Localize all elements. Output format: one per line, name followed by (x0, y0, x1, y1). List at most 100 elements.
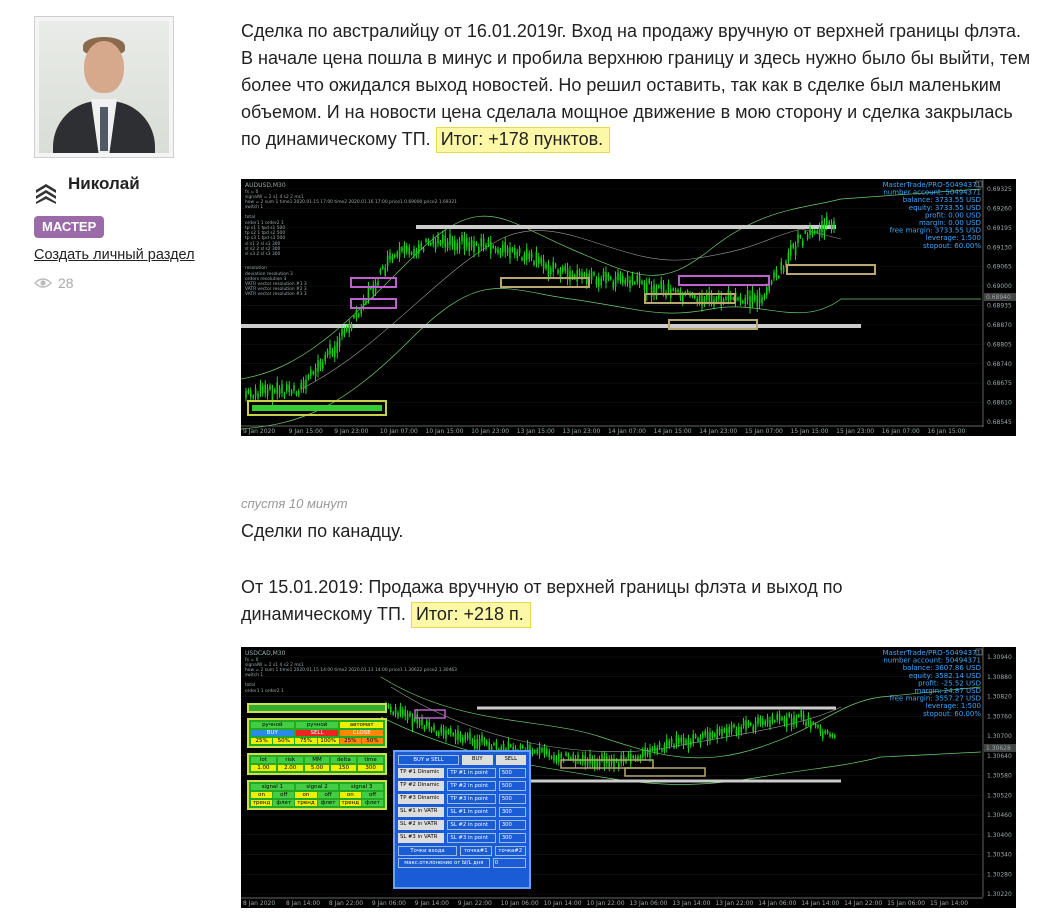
svg-text:switch 1: switch 1 (245, 672, 263, 678)
percent-button-5[interactable]: 25% (339, 738, 361, 744)
price-label: 0.68545 (987, 419, 1012, 426)
price-label: 0.69130 (987, 244, 1012, 251)
tp-sl-mode-button[interactable]: SL #1 in VATR (398, 807, 445, 817)
panel-sell-button[interactable]: SELL (295, 730, 339, 736)
percent-button-4[interactable]: 100% (317, 738, 339, 744)
toggle-button-1[interactable]: on (251, 792, 273, 798)
toggle-button-6[interactable]: off (361, 792, 384, 798)
time-label: 15 Jan 14:00 (930, 900, 968, 907)
trend-button-4[interactable]: флет (317, 800, 339, 806)
svg-text:signalW = 2 s1 4 s2 2 ms1: signalW = 2 s1 4 s2 2 ms1 (245, 194, 304, 200)
tp-sl-point-label[interactable]: SL #2 in point (447, 820, 496, 830)
tp-sl-point-label[interactable]: TP #2 in point (447, 781, 496, 791)
dialog-buy[interactable]: BUY (462, 755, 493, 765)
percent-button-1[interactable]: 25% (251, 738, 273, 744)
tp-sl-mode-button[interactable]: SL #3 in VATR (398, 833, 445, 843)
tp-sl-value-input[interactable]: 500 (498, 781, 527, 791)
max-deviation-label: макс.отклонение от Ы/L дня (398, 858, 490, 868)
time-label: 16 Jan 15:00 (927, 428, 965, 435)
mode-3[interactable]: автомат (340, 722, 384, 728)
toggle-button-3[interactable]: on (295, 792, 317, 798)
trading-chart-audusd[interactable]: 0.68940 0.69325 0.69260 0.69195 0.69130 0.69… (241, 179, 1016, 436)
mode-1[interactable]: ручной (251, 722, 294, 728)
max-deviation-value[interactable]: 0 (492, 858, 526, 868)
svg-text:switch 1: switch 1 (245, 204, 263, 210)
tp-sl-mode-button[interactable]: TP #1 Dinamic (398, 768, 445, 778)
tp-sl-point-label[interactable]: TP #1 in point (447, 768, 496, 778)
trend-button-2[interactable]: флет (273, 800, 295, 806)
dialog-buy-sell[interactable]: BUY и SELL (398, 755, 459, 765)
param-input-3[interactable]: 5.00 (304, 765, 330, 771)
percent-button-2[interactable]: 50% (273, 738, 295, 744)
signal-button-1[interactable]: signal 1 (251, 784, 294, 790)
param-input-5[interactable]: 300 (358, 765, 383, 771)
svg-text:deviation resolution 3: deviation resolution 3 (245, 271, 293, 277)
toggle-button-5[interactable]: on (339, 792, 361, 798)
percent-button-3[interactable]: 75% (295, 738, 317, 744)
post-text-2a: Сделки по канадцу. (241, 521, 404, 541)
dialog-row: TP #3 Dinamic TP #3 in point 500 (398, 794, 527, 804)
svg-text:fx = 0: fx = 0 (245, 657, 259, 663)
time-label: 9 Jan 15:00 (289, 428, 323, 435)
tp-sl-point-label[interactable]: SL #1 in point (447, 807, 496, 817)
account-info-line: free margin: 3557.27 USD (890, 695, 981, 703)
trading-chart-usdcad[interactable]: 1.30628 1.30940 1.30880 1.30820 1.30760 1.30… (241, 647, 1016, 908)
author-name[interactable]: Николай (68, 174, 140, 193)
trend-button-5[interactable]: тренд (339, 800, 361, 806)
tp-sl-point-label[interactable]: TP #3 in point (447, 794, 496, 804)
percent-button-6[interactable]: 50% (361, 738, 384, 744)
price-label: 0.68610 (987, 400, 1012, 407)
tp-sl-value-input[interactable]: 300 (498, 833, 527, 843)
time-label: 8 Jan 22:00 (329, 900, 363, 907)
signal-button-2[interactable]: signal 2 (295, 784, 339, 790)
price-label: 1.30880 (987, 674, 1012, 681)
param-head-4[interactable]: delta (331, 757, 357, 763)
time-label: 9 Jan 14:00 (415, 900, 449, 907)
time-label: 10 Jan 23:00 (471, 428, 509, 435)
time-label: 9 Jan 06:00 (372, 900, 406, 907)
price-label: 1.30700 (987, 733, 1012, 740)
dialog-row: SL #3 in VATR SL #3 in point 300 (398, 833, 527, 843)
tp-sl-value-input[interactable]: 300 (498, 820, 527, 830)
signal-button-3[interactable]: signal 3 (340, 784, 384, 790)
tp-sl-value-input[interactable]: 500 (498, 768, 527, 778)
mode-2[interactable]: ручной (295, 722, 339, 728)
tp-sl-value-input[interactable]: 300 (498, 807, 527, 817)
chart2-canvas: 1.30628 1.30940 1.30880 1.30820 1.30760 1.30… (241, 647, 1016, 908)
trend-button-6[interactable]: флет (361, 800, 384, 806)
param-head-2[interactable]: risk (277, 757, 303, 763)
toggle-button-2[interactable]: off (273, 792, 295, 798)
panel-close-button[interactable]: CLOSE (340, 730, 384, 736)
account-info-line: leverage: 1:500 (926, 702, 981, 710)
entry-point-1[interactable]: точка#1 (460, 846, 492, 856)
param-head-3[interactable]: MM (304, 757, 330, 763)
post-body-1: Сделка по австралийцу от 16.01.2019г. Вх… (241, 18, 1031, 153)
param-input-2[interactable]: 2.00 (277, 765, 303, 771)
tp-sl-mode-button[interactable]: TP #2 Dinamic (398, 781, 445, 791)
entry-point-2[interactable]: точка#2 (494, 846, 526, 856)
views-counter: 28 (34, 275, 214, 291)
param-input-4[interactable]: 150 (331, 765, 357, 771)
tp-sl-mode-button[interactable]: SL #2 in VATR (398, 820, 445, 830)
dialog-sell[interactable]: SELL (495, 755, 526, 765)
create-section-link[interactable]: Создать личный раздел (34, 247, 195, 263)
param-input-1[interactable]: 1.00 (251, 765, 276, 771)
chart1-canvas: 0.68940 0.69325 0.69260 0.69195 0.69130 0.69… (241, 179, 1016, 436)
tp-sl-value-input[interactable]: 500 (498, 794, 527, 804)
svg-text:fx = 0: fx = 0 (245, 189, 259, 195)
tp-sl-point-label[interactable]: SL #3 in point (447, 833, 496, 843)
param-head-5[interactable]: time (358, 757, 383, 763)
post-time-2: спустя 10 минут (241, 496, 348, 511)
trend-button-3[interactable]: тренд (295, 800, 317, 806)
tp-sl-mode-button[interactable]: TP #3 Dinamic (398, 794, 445, 804)
param-head-1[interactable]: lot (251, 757, 276, 763)
panel-buy-button[interactable]: BUY (251, 730, 294, 736)
dialog-row: SL #2 in VATR SL #2 in point 300 (398, 820, 527, 830)
toggle-button-4[interactable]: off (317, 792, 339, 798)
svg-text:resolution: resolution (245, 265, 267, 271)
trend-button-1[interactable]: тренд (251, 800, 273, 806)
price-label: 1.30940 (987, 654, 1012, 661)
avatar[interactable] (34, 16, 174, 158)
svg-text:total: total (245, 214, 255, 220)
entry-points[interactable]: Точки входа (398, 846, 457, 856)
